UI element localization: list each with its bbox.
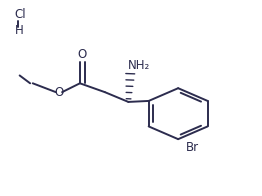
- Text: Cl: Cl: [14, 8, 26, 21]
- Text: NH₂: NH₂: [128, 59, 150, 72]
- Text: O: O: [54, 86, 64, 99]
- Text: Br: Br: [185, 142, 199, 154]
- Text: H: H: [14, 24, 23, 37]
- Text: O: O: [78, 48, 87, 61]
